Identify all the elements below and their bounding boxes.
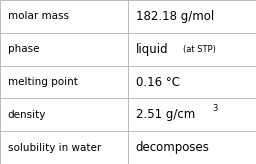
Text: solubility in water: solubility in water [8, 143, 101, 153]
Text: liquid: liquid [136, 43, 168, 56]
Text: phase: phase [8, 44, 39, 54]
Text: 182.18 g/mol: 182.18 g/mol [136, 10, 214, 23]
Text: density: density [8, 110, 46, 120]
Text: molar mass: molar mass [8, 11, 69, 21]
Text: 0.16 °C: 0.16 °C [136, 75, 180, 89]
Text: melting point: melting point [8, 77, 78, 87]
Text: 2.51 g/cm: 2.51 g/cm [136, 108, 195, 121]
Text: 3: 3 [212, 104, 218, 113]
Text: decomposes: decomposes [136, 141, 210, 154]
Text: (at STP): (at STP) [183, 45, 216, 54]
